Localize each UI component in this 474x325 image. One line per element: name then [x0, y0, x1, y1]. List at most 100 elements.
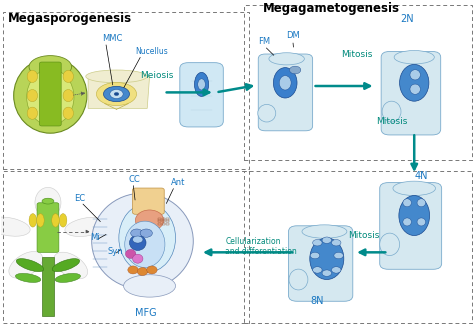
Ellipse shape — [52, 214, 59, 227]
Ellipse shape — [403, 218, 411, 226]
Ellipse shape — [36, 214, 44, 227]
Text: EC: EC — [74, 194, 85, 203]
Text: Ant: Ant — [171, 178, 185, 187]
Ellipse shape — [96, 83, 137, 106]
Ellipse shape — [9, 252, 43, 278]
Circle shape — [313, 240, 322, 246]
Ellipse shape — [59, 214, 67, 227]
Ellipse shape — [380, 233, 400, 255]
Ellipse shape — [194, 72, 209, 97]
Bar — [157, 223, 161, 225]
Text: CC: CC — [128, 175, 140, 184]
Ellipse shape — [91, 193, 193, 289]
Text: MMC: MMC — [102, 34, 123, 43]
FancyBboxPatch shape — [289, 226, 353, 301]
Ellipse shape — [403, 199, 411, 207]
Ellipse shape — [29, 214, 36, 227]
FancyBboxPatch shape — [258, 54, 313, 131]
Ellipse shape — [147, 266, 157, 274]
Ellipse shape — [119, 203, 175, 272]
Text: DM: DM — [287, 31, 301, 40]
Ellipse shape — [273, 68, 297, 98]
Circle shape — [110, 89, 123, 98]
Ellipse shape — [410, 84, 420, 94]
Ellipse shape — [16, 259, 44, 272]
Ellipse shape — [55, 273, 81, 282]
Circle shape — [322, 237, 331, 243]
Circle shape — [334, 252, 343, 259]
Polygon shape — [42, 257, 54, 316]
Ellipse shape — [29, 56, 72, 78]
Text: Mi: Mi — [91, 233, 100, 241]
Bar — [166, 218, 169, 220]
FancyBboxPatch shape — [39, 62, 61, 126]
Bar — [162, 223, 165, 225]
Bar — [162, 218, 165, 220]
Text: Megasporogenesis: Megasporogenesis — [8, 12, 132, 25]
Circle shape — [290, 66, 301, 74]
Ellipse shape — [129, 235, 146, 251]
Text: 8N: 8N — [310, 295, 324, 306]
Ellipse shape — [27, 70, 37, 83]
Circle shape — [331, 240, 341, 246]
Ellipse shape — [128, 266, 138, 274]
Text: Cellularization
and differentiation: Cellularization and differentiation — [225, 237, 297, 256]
Ellipse shape — [394, 50, 434, 64]
Text: Meiosis: Meiosis — [140, 71, 173, 80]
Text: Nucellus: Nucellus — [136, 47, 168, 56]
Ellipse shape — [399, 196, 429, 236]
Ellipse shape — [400, 64, 429, 101]
Text: 4N: 4N — [414, 171, 428, 181]
Ellipse shape — [63, 89, 73, 102]
Circle shape — [133, 236, 143, 243]
Ellipse shape — [86, 70, 147, 83]
Ellipse shape — [125, 221, 165, 267]
Ellipse shape — [198, 79, 205, 90]
Polygon shape — [88, 76, 150, 109]
Ellipse shape — [417, 199, 426, 207]
Ellipse shape — [302, 225, 347, 238]
Bar — [162, 220, 165, 222]
Ellipse shape — [103, 86, 129, 102]
Bar — [157, 220, 161, 222]
Ellipse shape — [382, 101, 401, 122]
Circle shape — [322, 270, 331, 276]
Ellipse shape — [258, 104, 276, 122]
Text: 2N: 2N — [400, 14, 414, 24]
Text: Mitosis: Mitosis — [341, 50, 373, 59]
FancyBboxPatch shape — [180, 63, 223, 127]
FancyBboxPatch shape — [133, 188, 164, 214]
Ellipse shape — [14, 58, 87, 133]
Circle shape — [331, 267, 341, 273]
Circle shape — [114, 92, 119, 96]
Text: Mitosis: Mitosis — [348, 231, 380, 240]
Text: Megagametogenesis: Megagametogenesis — [263, 2, 400, 15]
Ellipse shape — [27, 107, 37, 119]
Bar — [166, 220, 169, 222]
Ellipse shape — [42, 198, 54, 204]
Ellipse shape — [393, 181, 436, 196]
Ellipse shape — [65, 217, 109, 237]
Ellipse shape — [279, 76, 291, 90]
Text: Mitosis: Mitosis — [376, 117, 408, 126]
Circle shape — [140, 229, 153, 237]
Ellipse shape — [27, 89, 37, 102]
Circle shape — [131, 229, 143, 237]
Ellipse shape — [417, 218, 426, 226]
Ellipse shape — [54, 252, 88, 279]
Text: FM: FM — [258, 37, 270, 46]
Text: Syn: Syn — [107, 247, 123, 256]
Ellipse shape — [310, 238, 344, 280]
FancyBboxPatch shape — [380, 183, 442, 269]
Ellipse shape — [289, 269, 308, 290]
Ellipse shape — [63, 70, 73, 83]
Ellipse shape — [16, 273, 41, 282]
Ellipse shape — [137, 267, 148, 276]
Ellipse shape — [0, 217, 30, 236]
Bar — [157, 218, 161, 220]
Circle shape — [313, 267, 322, 273]
Ellipse shape — [136, 210, 164, 231]
Ellipse shape — [269, 53, 304, 65]
Ellipse shape — [133, 254, 143, 263]
Text: MFG: MFG — [136, 308, 157, 318]
